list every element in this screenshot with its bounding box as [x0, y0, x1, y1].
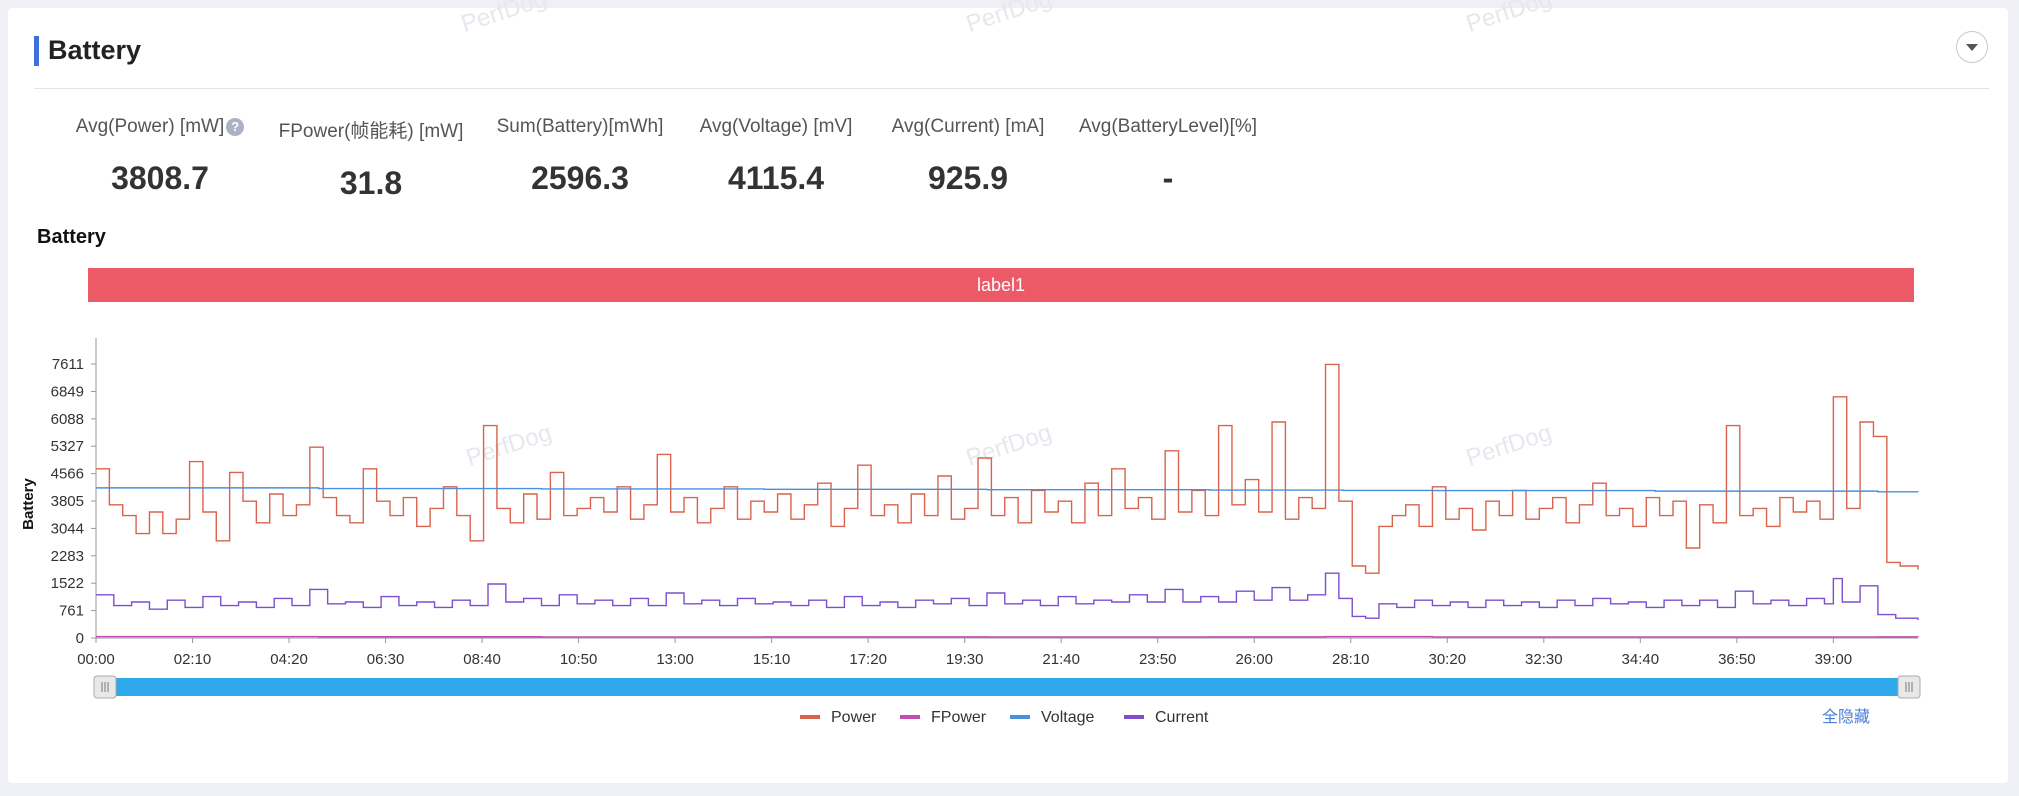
metric-label: FPower(帧能耗) [mW] [278, 121, 464, 142]
legend-item-power[interactable]: Power [831, 709, 877, 726]
battery-card: Battery Avg(Power) [mW]? 3808.7 FPower(帧… [8, 8, 2008, 783]
legend-swatch-fpower[interactable] [900, 715, 920, 719]
metric-value: 31.8 [339, 165, 403, 201]
chart-title: Battery [37, 226, 106, 248]
series-line-voltage [96, 487, 1919, 493]
title-accent-bar [34, 36, 39, 66]
y-tick-label: 761 [59, 603, 84, 620]
series-line-current [96, 572, 1919, 620]
metric-value: 3808.7 [111, 160, 209, 196]
x-tick-label: 13:00 [656, 651, 694, 668]
metric-value: 4115.4 [727, 160, 825, 196]
metric-fpower: FPower(帧能耗) [mW] 31.8 [266, 116, 476, 202]
x-tick-label: 39:00 [1815, 651, 1853, 668]
metric-value: 925.9 [927, 160, 1009, 196]
x-tick-label: 15:10 [753, 651, 791, 668]
legend-swatch-voltage[interactable] [1010, 715, 1030, 719]
metric-label: Avg(Voltage) [mV] [699, 116, 853, 137]
x-tick-label: 19:30 [946, 651, 984, 668]
legend-swatch-current[interactable] [1124, 715, 1144, 719]
y-tick-label: 3044 [51, 520, 84, 537]
legend-swatch-power[interactable] [800, 715, 820, 719]
x-tick-label: 26:00 [1235, 651, 1273, 668]
x-tick-label: 00:00 [77, 651, 115, 668]
x-tick-label: 23:50 [1139, 651, 1177, 668]
metric-sum-battery: Sum(Battery)[mWh] 2596.3 [482, 116, 678, 197]
x-tick-label: 32:30 [1525, 651, 1563, 668]
x-tick-label: 36:50 [1718, 651, 1756, 668]
y-tick-label: 3805 [51, 493, 84, 510]
metric-value: 2596.3 [531, 160, 629, 196]
metric-label: Avg(Power) [mW] [75, 116, 225, 137]
metric-avg-voltage: Avg(Voltage) [mV] 4115.4 [686, 116, 866, 197]
metric-label: Sum(Battery)[mWh] [496, 116, 664, 137]
y-tick-label: 4566 [51, 466, 84, 483]
metric-value: - [1162, 160, 1174, 196]
x-tick-label: 06:30 [367, 651, 405, 668]
help-icon[interactable]: ? [226, 117, 245, 136]
collapse-button[interactable] [1956, 31, 1988, 63]
legend-item-voltage[interactable]: Voltage [1041, 709, 1094, 726]
y-tick-label: 6849 [51, 383, 84, 400]
legend-item-current[interactable]: Current [1155, 709, 1209, 726]
metric-label: Avg(BatteryLevel)[%] [1078, 116, 1258, 137]
y-tick-label: 7611 [52, 356, 84, 373]
series-line-power [96, 363, 1919, 574]
header-divider [34, 88, 1989, 89]
metric-label: Avg(Current) [mA] [891, 116, 1045, 137]
x-tick-label: 28:10 [1332, 651, 1370, 668]
metric-avg-battery-level: Avg(BatteryLevel)[%] - [1068, 116, 1268, 197]
metric-avg-power: Avg(Power) [mW]? 3808.7 [60, 116, 260, 197]
x-tick-label: 17:20 [849, 651, 887, 668]
y-tick-label: 5327 [51, 438, 84, 455]
x-tick-label: 30:20 [1429, 651, 1467, 668]
y-tick-label: 1522 [51, 575, 84, 592]
y-tick-label: 6088 [51, 411, 84, 428]
y-axis-label: Battery [20, 477, 37, 529]
section-title: Battery [48, 35, 142, 65]
x-tick-label: 02:10 [174, 651, 212, 668]
legend-item-fpower[interactable]: FPower [931, 709, 987, 726]
card-header: Battery [8, 8, 2008, 90]
zoom-slider-track[interactable] [96, 678, 1918, 696]
chevron-down-icon [1966, 43, 1978, 51]
x-tick-label: 08:40 [463, 651, 501, 668]
x-tick-label: 21:40 [1042, 651, 1080, 668]
y-tick-label: 0 [76, 630, 84, 647]
x-tick-label: 10:50 [560, 651, 598, 668]
hide-all-button[interactable]: 全隐藏 [1822, 708, 1870, 726]
label-band[interactable]: label1 [88, 268, 1914, 302]
x-tick-label: 34:40 [1622, 651, 1660, 668]
x-tick-label: 04:20 [270, 651, 308, 668]
metric-avg-current: Avg(Current) [mA] 925.9 [878, 116, 1058, 197]
y-tick-label: 2283 [51, 548, 84, 565]
